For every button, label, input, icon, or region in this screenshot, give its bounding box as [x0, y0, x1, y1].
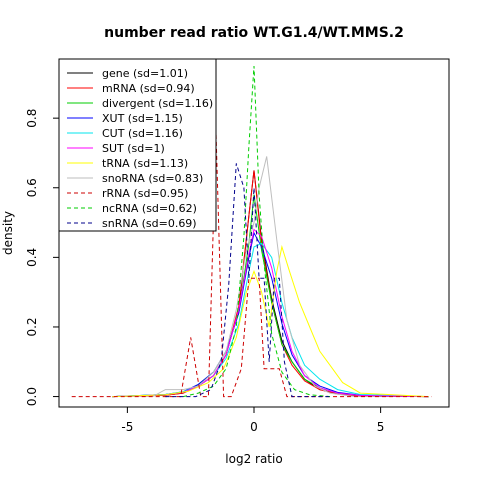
legend-label-mrna: mRNA (sd=0.94): [102, 82, 195, 95]
legend-label-ncrna: ncRNA (sd=0.62): [102, 202, 197, 215]
y-axis: 0.0 0.2 0.4 0.6 0.8: [25, 109, 60, 406]
y-tick-label: 0.0: [25, 387, 39, 406]
series-line-snorna: [152, 156, 356, 398]
y-tick-label: 0.8: [25, 109, 39, 128]
legend-label-snrna: snRNA (sd=0.69): [102, 217, 197, 230]
x-tick-label: -5: [121, 420, 133, 434]
y-tick-label: 0.2: [25, 317, 39, 336]
x-axis: -5 0 5: [121, 406, 385, 434]
y-axis-title: density: [1, 211, 15, 255]
legend-label-divergent: divergent (sd=1.16): [102, 97, 213, 110]
series-line-ncrna: [182, 65, 331, 398]
chart-title: number read ratio WT.G1.4/WT.MMS.2: [104, 25, 404, 41]
legend-label-rrna: rRNA (sd=0.95): [102, 187, 188, 200]
y-tick-label: 0.4: [25, 248, 39, 267]
legend-label-cut: CUT (sd=1.16): [102, 127, 183, 140]
x-tick-label: 5: [377, 420, 385, 434]
legend: gene (sd=1.01) mRNA (sd=0.94) divergent (s…: [58, 58, 217, 232]
legend-label-snorna: snoRNA (sd=0.83): [102, 172, 203, 185]
legend-label-trna: tRNA (sd=1.13): [102, 157, 188, 170]
legend-box: [58, 58, 217, 232]
series-line-xut: [112, 231, 429, 398]
y-tick-label: 0.6: [25, 178, 39, 197]
legend-label-xut: XUT (sd=1.15): [102, 112, 183, 125]
series-layer: [71, 65, 432, 398]
series-line-rrna: [71, 132, 432, 398]
legend-label-sut: SUT (sd=1): [102, 142, 165, 155]
x-axis-title: log2 ratio: [225, 452, 282, 466]
legend-label-gene: gene (sd=1.01): [102, 67, 188, 80]
x-tick-label: 0: [250, 420, 258, 434]
series-line-snrna: [165, 163, 330, 398]
